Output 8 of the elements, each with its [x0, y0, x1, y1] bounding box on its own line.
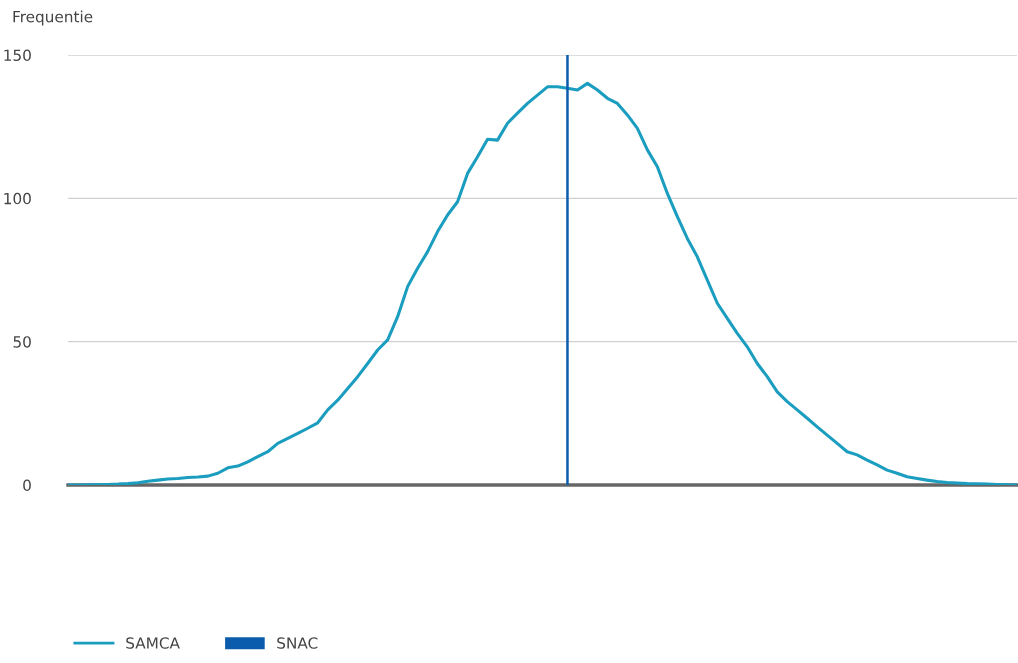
- y-tick-label: 0: [23, 479, 31, 492]
- legend-label: SAMCA: [126, 637, 180, 649]
- y-tick-label: 150: [4, 49, 31, 62]
- line-series: [68, 81, 1017, 485]
- y-tick-label: 50: [13, 336, 31, 348]
- y-axis-title: Frequentie: [13, 10, 93, 26]
- y-tick-label: 100: [4, 192, 31, 205]
- legend-label: SNAC: [277, 637, 318, 649]
